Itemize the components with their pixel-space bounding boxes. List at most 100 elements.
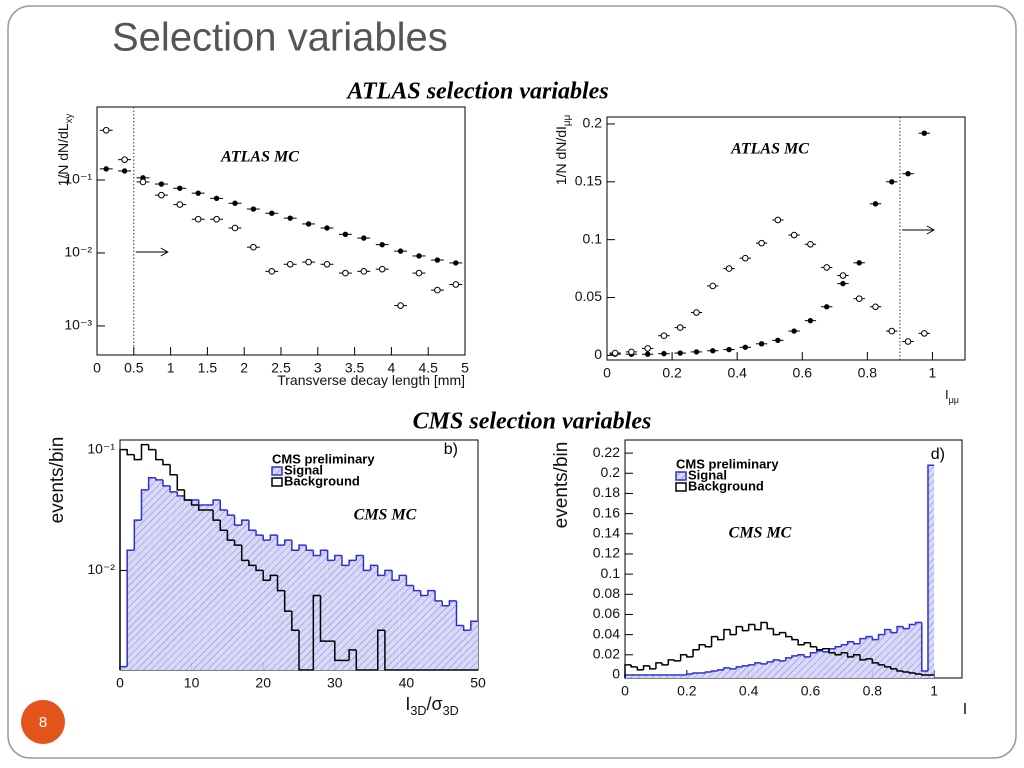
bin-outline xyxy=(212,510,221,521)
histogram-bin xyxy=(785,657,792,678)
marker xyxy=(710,348,716,354)
histogram-bin xyxy=(219,520,228,531)
histogram-bin xyxy=(291,540,299,670)
bin-outline xyxy=(334,641,342,662)
bin-outline xyxy=(470,620,478,631)
bin-fill xyxy=(637,674,644,678)
bin-outline xyxy=(747,664,755,666)
data-point xyxy=(820,264,833,271)
marker xyxy=(790,231,798,239)
data-point xyxy=(449,260,463,266)
histogram-bin xyxy=(369,564,378,670)
axis-label-part: Transverse decay length [mm] xyxy=(277,372,465,388)
x-tick-label: 0.4 xyxy=(739,683,759,699)
bin-outline xyxy=(636,666,644,671)
marker xyxy=(269,210,275,216)
marker xyxy=(158,191,165,199)
histogram-bin xyxy=(140,443,149,460)
histogram-bin xyxy=(692,672,700,678)
bin-outline xyxy=(183,489,192,501)
marker xyxy=(905,171,911,177)
histogram-bin xyxy=(673,659,681,662)
x-tick-label: 1.5 xyxy=(198,360,218,376)
bin-fill xyxy=(897,626,904,678)
histogram-bin xyxy=(637,674,644,678)
marker xyxy=(839,272,847,279)
y-tick-label: 0.06 xyxy=(593,605,620,621)
x-axis-label: Transverse decay length [mm] xyxy=(277,372,465,388)
bin-fill xyxy=(853,643,860,678)
bin-outline xyxy=(240,519,249,526)
bin-outline xyxy=(427,589,436,596)
bin-outline xyxy=(269,534,278,541)
marker xyxy=(628,348,635,356)
x-tick-label: 0.4 xyxy=(727,365,747,381)
bin-fill xyxy=(399,575,407,670)
bin-fill xyxy=(748,664,755,678)
bin-outline xyxy=(291,611,299,631)
histogram-bin xyxy=(312,594,321,670)
y-tick-label: 0.04 xyxy=(593,625,620,641)
marker xyxy=(286,260,294,268)
bin-fill xyxy=(413,590,421,670)
marker xyxy=(121,168,128,174)
histogram-bin xyxy=(334,641,342,662)
axis-label-part: I xyxy=(963,701,967,718)
marker xyxy=(397,302,404,309)
histogram-bin xyxy=(319,549,328,670)
bin-fill xyxy=(470,621,478,670)
bin-fill xyxy=(791,655,799,678)
histogram-bin xyxy=(809,642,817,648)
histogram-bin xyxy=(262,570,271,581)
bin-outline xyxy=(312,594,321,670)
histogram-bin xyxy=(704,671,712,678)
bin-fill xyxy=(227,515,235,670)
bin-outline xyxy=(871,636,879,641)
histogram-bin xyxy=(791,655,799,678)
histogram-bin xyxy=(679,654,687,661)
bin-fill xyxy=(291,550,299,670)
histogram-bin xyxy=(686,654,694,658)
histogram-bin xyxy=(334,554,342,670)
data-point xyxy=(772,337,784,344)
histogram-bin xyxy=(890,629,898,678)
y-tick-label: 0.05 xyxy=(575,288,602,304)
bin-outline xyxy=(176,474,185,491)
bin-outline xyxy=(133,454,142,461)
data-point xyxy=(302,221,316,227)
data-point xyxy=(820,304,833,310)
histogram-bin xyxy=(797,654,805,678)
x-tick-label: 0.8 xyxy=(858,365,878,381)
data-point xyxy=(228,224,242,232)
marker xyxy=(660,332,668,340)
y-tick-label: 10⁻² xyxy=(64,244,92,260)
histogram-bin xyxy=(133,519,142,670)
histogram-bin xyxy=(405,575,414,670)
histogram-bin xyxy=(427,589,436,670)
bin-outline xyxy=(908,671,916,674)
histogram-bin xyxy=(312,550,321,670)
marker xyxy=(250,243,257,251)
histogram-bin xyxy=(205,504,214,670)
marker xyxy=(360,268,368,275)
bin-fill xyxy=(859,638,867,678)
histogram-bin xyxy=(729,629,737,636)
bin-fill xyxy=(263,540,271,670)
bin-outline xyxy=(766,661,774,664)
y-tick-label: 10⁻² xyxy=(87,561,115,577)
histogram-bin xyxy=(649,674,656,678)
histogram-bin xyxy=(298,544,307,670)
data-point xyxy=(412,269,426,277)
marker xyxy=(250,206,257,212)
histogram-bin xyxy=(126,449,135,456)
data-point xyxy=(853,295,865,302)
marker xyxy=(361,235,367,241)
bin-fill xyxy=(631,674,638,678)
bin-fill xyxy=(234,525,242,670)
bin-fill xyxy=(162,485,171,670)
data-point xyxy=(918,130,931,136)
data-point xyxy=(99,166,113,172)
chart: 0 0.2 0.4 0.6 0.8 1 0 0.02 0.04 0.06 0.08 0.1 0.12 0.… xyxy=(551,439,967,718)
x-axis-label: I xyxy=(963,701,967,718)
